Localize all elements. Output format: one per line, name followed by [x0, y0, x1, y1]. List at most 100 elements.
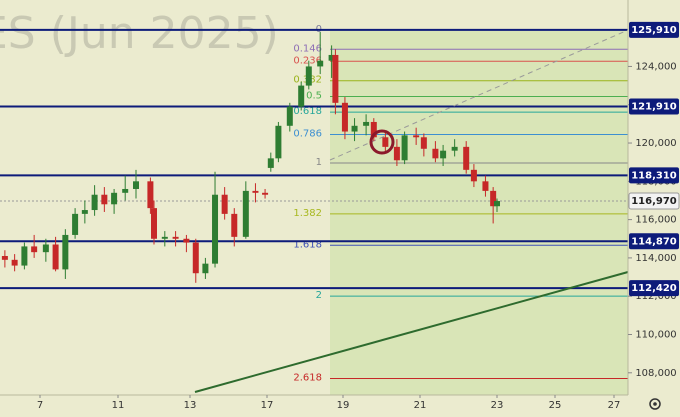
- x-tick-label: 21: [414, 400, 427, 411]
- candle-body: [341, 102, 348, 132]
- candle-body: [451, 146, 458, 151]
- x-tick-label: 23: [491, 400, 504, 411]
- x-tick-label: 17: [261, 400, 274, 411]
- candle-body: [420, 137, 427, 149]
- settings-icon[interactable]: [649, 398, 661, 410]
- x-tick-label: 25: [549, 400, 562, 411]
- level-label: 125,910: [631, 25, 677, 36]
- candle-body: [382, 137, 389, 147]
- candle-body: [11, 259, 18, 266]
- candle-body: [401, 135, 408, 161]
- highlight-circle: [369, 129, 395, 155]
- candle-body: [72, 213, 79, 235]
- candle-body: [212, 194, 219, 264]
- candle-body: [21, 246, 28, 266]
- candle-body: [432, 148, 439, 159]
- fib-label: 2: [316, 290, 322, 301]
- candle-body: [101, 194, 108, 205]
- trend-line: [194, 271, 629, 393]
- y-tick-label: 120,000: [635, 138, 676, 149]
- y-tick-label: 110,000: [635, 329, 676, 340]
- x-tick-label: 7: [37, 400, 43, 411]
- candle-body: [81, 210, 88, 214]
- level-label: 121,910: [631, 101, 677, 112]
- candle-body: [363, 121, 370, 126]
- candle-body: [111, 192, 118, 205]
- candle-body: [286, 106, 293, 126]
- candle-body: [192, 242, 199, 274]
- last-price-box: [628, 192, 680, 210]
- y-tick-label: 124,000: [635, 61, 676, 72]
- level-box: [629, 167, 679, 184]
- candle-body: [490, 190, 497, 207]
- y-tick-label: 108,000: [635, 368, 676, 379]
- candle-body: [298, 85, 305, 107]
- candle-body: [62, 234, 69, 270]
- x-tick-label: 27: [608, 400, 621, 411]
- candle-body: [413, 135, 420, 138]
- candle-body: [275, 125, 282, 159]
- candle-body: [463, 146, 470, 170]
- fib-label: 0.618: [293, 106, 322, 117]
- trend-line-dashed: [329, 29, 629, 161]
- candle-body: [470, 169, 477, 182]
- fib-label: 0.236: [293, 55, 322, 66]
- level-box: [629, 280, 679, 297]
- candle-body: [351, 125, 358, 132]
- candle-body: [151, 208, 157, 239]
- candle-body: [440, 150, 447, 159]
- candle-body: [202, 263, 209, 274]
- fib-label: 0.146: [293, 43, 322, 54]
- candle-body: [332, 54, 339, 103]
- fib-label: 2.618: [293, 372, 322, 383]
- x-tick-label: 19: [337, 400, 350, 411]
- candle-body: [122, 188, 129, 193]
- level-label: 114,870: [631, 236, 677, 247]
- y-tick-label: 114,000: [635, 253, 676, 264]
- candle-body: [262, 192, 269, 195]
- candle-body: [31, 246, 38, 253]
- fib-zone: [330, 30, 628, 395]
- candle-body: [494, 201, 500, 207]
- candle-body: [305, 66, 312, 86]
- candle-body: [242, 190, 249, 237]
- fib-label: 1.618: [293, 239, 322, 250]
- last-price-label: 116,970: [631, 196, 677, 207]
- settings-icon-center: [653, 402, 657, 406]
- candle-body: [91, 194, 98, 211]
- level-label: 118,310: [631, 170, 677, 181]
- candle-body: [1, 255, 8, 260]
- x-tick-label: 13: [184, 400, 197, 411]
- watermark: ES (Jun 2025): [0, 8, 279, 59]
- level-label: 112,420: [631, 283, 677, 294]
- candle-body: [252, 190, 259, 193]
- candle-body: [133, 181, 139, 189]
- candle-body: [328, 54, 335, 61]
- candle-body: [231, 213, 238, 237]
- candle-body: [147, 181, 154, 209]
- fib-label: 1.382: [293, 208, 322, 219]
- x-tick-label: 11: [112, 400, 125, 411]
- candle-body: [183, 238, 190, 243]
- candle-body: [221, 194, 228, 214]
- candle-body: [267, 158, 274, 168]
- candle-body: [317, 60, 324, 67]
- fib-label: 0.786: [293, 129, 322, 140]
- candle-body: [172, 236, 179, 239]
- y-tick-label: 116,000: [635, 215, 676, 226]
- candle-body: [161, 236, 168, 239]
- level-box: [629, 233, 679, 250]
- x-axis-bg: [0, 395, 628, 417]
- fib-label: 0.5: [306, 90, 322, 101]
- candle-body: [42, 244, 49, 253]
- candle-body: [370, 121, 377, 138]
- level-box: [629, 98, 679, 115]
- y-tick-label: 112,000: [635, 291, 676, 302]
- candle-body: [52, 244, 59, 270]
- level-box: [629, 21, 679, 38]
- fib-label: 1: [316, 157, 322, 168]
- candle-body: [393, 146, 400, 161]
- candle-body: [482, 181, 489, 191]
